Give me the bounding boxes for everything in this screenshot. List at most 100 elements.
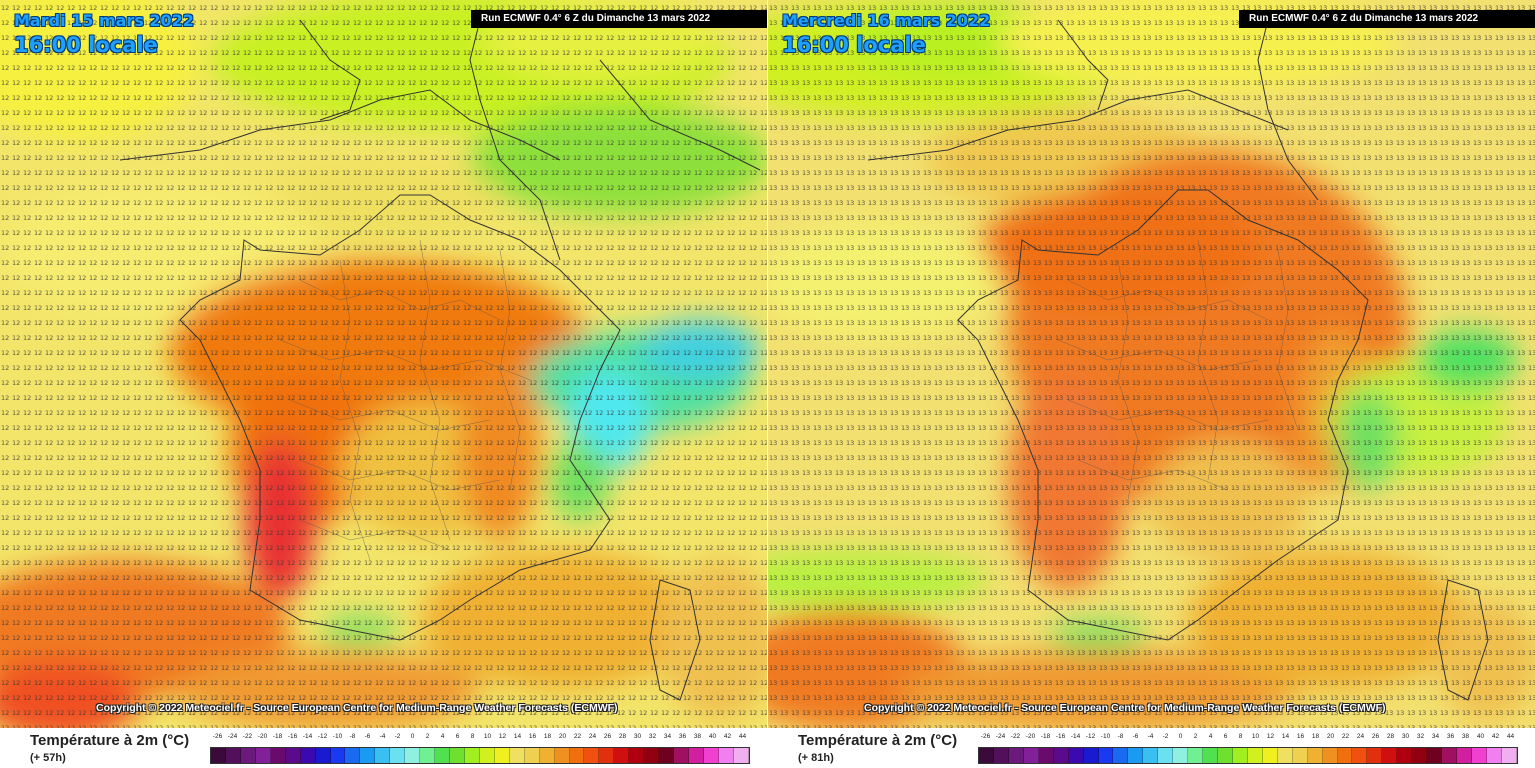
scale-tick-label: 20 bbox=[558, 733, 567, 740]
scale-swatch bbox=[375, 748, 391, 763]
scale-tick-label: -24 bbox=[995, 733, 1006, 740]
scale-tick-label: 22 bbox=[1341, 733, 1350, 740]
scale-tick-label: 4 bbox=[440, 733, 445, 740]
scale-swatch bbox=[1023, 748, 1039, 763]
scale-tick-label: 0 bbox=[1178, 733, 1183, 740]
scale-tick-label: -2 bbox=[394, 733, 401, 740]
scale-tick-label: 12 bbox=[1266, 733, 1275, 740]
scale-tick-label: 2 bbox=[425, 733, 430, 740]
scale-tick-label: 26 bbox=[603, 733, 612, 740]
scale-swatch bbox=[315, 748, 331, 763]
scale-tick-label: -12 bbox=[1085, 733, 1096, 740]
scale-swatch bbox=[509, 748, 525, 763]
scale-tick-label: 36 bbox=[1446, 733, 1455, 740]
scale-tick-label: -8 bbox=[349, 733, 356, 740]
scale-swatch bbox=[450, 748, 465, 763]
scale-swatch bbox=[1412, 748, 1428, 763]
scale-swatch bbox=[1113, 748, 1129, 763]
legend-title: Température à 2m (°C) bbox=[30, 732, 190, 749]
scale-swatch bbox=[644, 748, 660, 763]
scale-swatch bbox=[225, 748, 241, 763]
scale-tick-label: -8 bbox=[1117, 733, 1124, 740]
scale-tick-label: 28 bbox=[618, 733, 627, 740]
scale-swatch bbox=[614, 748, 630, 763]
scale-swatch bbox=[1367, 748, 1383, 763]
scale-tick-label: 24 bbox=[588, 733, 597, 740]
scale-tick-label: -4 bbox=[1147, 733, 1154, 740]
scale-swatch bbox=[1053, 748, 1069, 763]
scale-swatch bbox=[1382, 748, 1398, 763]
temperature-map: 13 bbox=[768, 0, 1535, 728]
scale-tick-label: 38 bbox=[693, 733, 702, 740]
legend-title: Température à 2m (°C) bbox=[798, 732, 958, 749]
scale-swatch bbox=[494, 748, 510, 763]
temperature-field: 12 bbox=[0, 0, 767, 728]
scale-tick-label: 30 bbox=[633, 733, 642, 740]
scale-swatch bbox=[1188, 748, 1204, 763]
scale-swatch bbox=[1486, 748, 1502, 763]
scale-tick-label: 4 bbox=[1208, 733, 1213, 740]
scale-tick-label: 44 bbox=[1506, 733, 1515, 740]
scale-swatch bbox=[1158, 748, 1174, 763]
scale-tick-label: -6 bbox=[1132, 733, 1139, 740]
scale-swatch bbox=[1008, 748, 1024, 763]
color-scale: -26 -24 -22 -20 -18 -16 -14 -12 -10 -8 -6 -4 -2 0 2 4 6 8… bbox=[210, 733, 750, 764]
scale-tick-label: 18 bbox=[1311, 733, 1320, 740]
lead-time: (+ 81h) bbox=[798, 752, 834, 764]
scale-tick-label: 24 bbox=[1356, 733, 1365, 740]
scale-labels: -26 -24 -22 -20 -18 -16 -14 -12 -10 -8 -6 -4 -2 0 2 4 6 8… bbox=[978, 733, 1518, 743]
scale-tick-label: 6 bbox=[455, 733, 460, 740]
scale-tick-label: 26 bbox=[1371, 733, 1380, 740]
lead-time: (+ 57h) bbox=[30, 752, 66, 764]
scale-tick-label: 44 bbox=[738, 733, 747, 740]
scale-tick-label: -14 bbox=[1070, 733, 1081, 740]
scale-swatch bbox=[674, 748, 689, 763]
temperature-field: 13 bbox=[768, 0, 1535, 728]
scale-swatch bbox=[1128, 748, 1144, 763]
scale-tick-label: 32 bbox=[1416, 733, 1425, 740]
scale-tick-label: 20 bbox=[1326, 733, 1335, 740]
model-run-label: Run ECMWF 0.4° 6 Z du Dimanche 13 mars 2… bbox=[1239, 10, 1535, 28]
scale-swatch bbox=[1098, 748, 1114, 763]
scale-tick-label: 40 bbox=[1476, 733, 1485, 740]
scale-tick-label: 14 bbox=[1281, 733, 1290, 740]
scale-tick-label: -26 bbox=[212, 733, 223, 740]
forecast-time: 16:00 locale bbox=[14, 33, 158, 57]
scale-swatch bbox=[703, 748, 719, 763]
scale-swatch bbox=[1457, 748, 1472, 763]
scale-swatch bbox=[1322, 748, 1338, 763]
scale-swatch bbox=[1038, 748, 1054, 763]
scale-tick-label: 6 bbox=[1223, 733, 1228, 740]
scale-swatch bbox=[464, 748, 480, 763]
scale-swatch bbox=[1292, 748, 1308, 763]
scale-tick-label: 34 bbox=[663, 733, 672, 740]
scale-swatch bbox=[539, 748, 555, 763]
scale-swatch bbox=[285, 748, 301, 763]
scale-swatch bbox=[390, 748, 406, 763]
scale-swatch bbox=[1143, 748, 1159, 763]
scale-tick-label: 14 bbox=[513, 733, 522, 740]
scale-swatch bbox=[479, 748, 495, 763]
scale-tick-label: -20 bbox=[257, 733, 268, 740]
model-run-label: Run ECMWF 0.4° 6 Z du Dimanche 13 mars 2… bbox=[471, 10, 767, 28]
scale-swatch bbox=[584, 748, 600, 763]
scale-swatch bbox=[733, 748, 749, 763]
legend: Température à 2m (°C) (+ 81h) -26 -24 -22-… bbox=[768, 728, 1535, 768]
scale-tick-label: -14 bbox=[302, 733, 313, 740]
scale-swatch bbox=[345, 748, 361, 763]
scale-swatch bbox=[1262, 748, 1278, 763]
scale-tick-label: -20 bbox=[1025, 733, 1036, 740]
scale-tick-label: -16 bbox=[287, 733, 298, 740]
scale-swatch bbox=[405, 748, 421, 763]
scale-tick-label: -26 bbox=[980, 733, 991, 740]
scale-tick-label: -22 bbox=[242, 733, 253, 740]
copyright-notice: Copyright © 2022 Meteociel.fr - Source E… bbox=[864, 702, 1386, 714]
scale-swatch bbox=[1203, 748, 1218, 763]
scale-tick-label: 42 bbox=[1491, 733, 1500, 740]
scale-swatch bbox=[554, 748, 570, 763]
scale-tick-label: 8 bbox=[1238, 733, 1243, 740]
scale-swatch bbox=[360, 748, 376, 763]
scale-tick-label: 2 bbox=[1193, 733, 1198, 740]
scale-swatch bbox=[435, 748, 450, 763]
scale-tick-label: 32 bbox=[648, 733, 657, 740]
